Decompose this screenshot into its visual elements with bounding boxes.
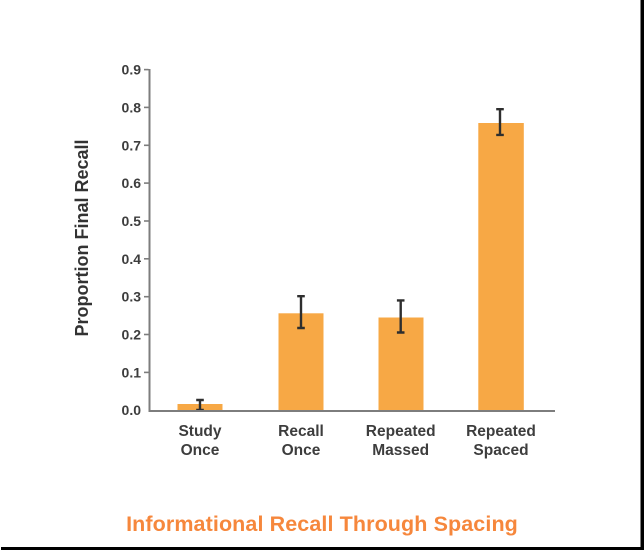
- svg-text:Repeated: Repeated: [466, 423, 536, 440]
- svg-text:0.0: 0.0: [122, 402, 142, 418]
- svg-text:0.5: 0.5: [122, 213, 142, 229]
- svg-text:Repeated: Repeated: [366, 423, 436, 440]
- svg-text:Study: Study: [178, 423, 221, 440]
- svg-text:0.7: 0.7: [122, 137, 142, 153]
- svg-text:0.1: 0.1: [122, 364, 142, 380]
- svg-text:0.8: 0.8: [122, 99, 142, 115]
- svg-text:Spaced: Spaced: [473, 442, 528, 459]
- svg-text:Once: Once: [181, 442, 220, 459]
- svg-text:0.3: 0.3: [122, 289, 142, 305]
- svg-text:Informational Recall Through S: Informational Recall Through Spacing: [126, 512, 518, 536]
- svg-text:Once: Once: [282, 442, 321, 459]
- svg-text:0.2: 0.2: [122, 327, 142, 343]
- svg-text:0.4: 0.4: [122, 251, 142, 267]
- svg-text:0.6: 0.6: [122, 175, 142, 191]
- svg-text:Proportion Final Recall: Proportion Final Recall: [72, 139, 92, 336]
- svg-text:Recall: Recall: [278, 423, 324, 440]
- svg-text:0.9: 0.9: [122, 62, 142, 78]
- svg-text:Massed: Massed: [372, 442, 429, 459]
